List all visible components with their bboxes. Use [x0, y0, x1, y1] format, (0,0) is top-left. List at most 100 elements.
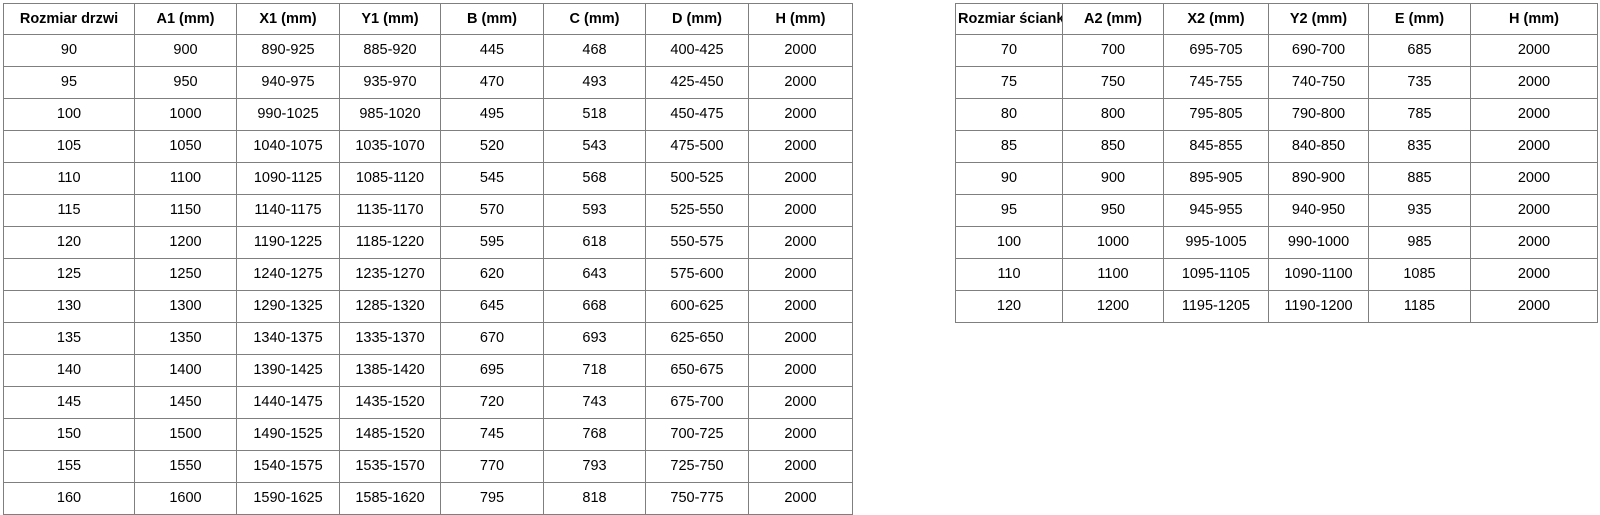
- table-cell: 645: [440, 290, 544, 323]
- table-cell: 990-1000: [1268, 226, 1369, 259]
- table-cell: 990-1025: [236, 98, 340, 131]
- doors-dimensions-table-container: Rozmiar drzwi A1 (mm) X1 (mm) Y1 (mm) B …: [3, 3, 853, 515]
- table-cell: 500-525: [645, 162, 749, 195]
- table-cell: 2000: [1470, 130, 1598, 163]
- table-cell: 550-575: [645, 226, 749, 259]
- table-row: 120 1200 1190-1225 1185-1220 595 618 550-575 20…: [3, 226, 853, 259]
- table-cell: 160: [3, 482, 135, 515]
- table-cell: 618: [543, 226, 646, 259]
- table-cell: 2000: [1470, 258, 1598, 291]
- table-cell: 885-920: [339, 34, 441, 67]
- table-cell: 600-625: [645, 290, 749, 323]
- table-cell: 1600: [134, 482, 237, 515]
- table-cell: 940-950: [1268, 194, 1369, 227]
- table-cell: 900: [134, 34, 237, 67]
- table-cell: 940-975: [236, 66, 340, 99]
- table-cell: 935: [1368, 194, 1471, 227]
- table-cell: 620: [440, 258, 544, 291]
- table-cell: 1435-1520: [339, 386, 441, 419]
- table-cell: 1450: [134, 386, 237, 419]
- table-cell: 95: [3, 66, 135, 99]
- table-cell: 120: [955, 290, 1063, 323]
- table-cell: 840-850: [1268, 130, 1369, 163]
- table-cell: 2000: [748, 290, 853, 323]
- table-cell: 745-755: [1163, 66, 1269, 99]
- doors-dimensions-table: Rozmiar drzwi A1 (mm) X1 (mm) Y1 (mm) B …: [3, 3, 853, 515]
- table-cell: 1240-1275: [236, 258, 340, 291]
- table-cell: 985: [1368, 226, 1471, 259]
- column-header-a2: A2 (mm): [1062, 3, 1164, 35]
- table-cell: 1185-1220: [339, 226, 441, 259]
- table-cell: 718: [543, 354, 646, 387]
- table-cell: 1200: [1062, 290, 1164, 323]
- table-cell: 525-550: [645, 194, 749, 227]
- table-cell: 2000: [748, 226, 853, 259]
- table-cell: 845-855: [1163, 130, 1269, 163]
- table-cell: 890-900: [1268, 162, 1369, 195]
- table-cell: 1340-1375: [236, 322, 340, 355]
- table-cell: 700: [1062, 34, 1164, 67]
- table-cell: 155: [3, 450, 135, 483]
- table-row: 100 1000 995-1005 990-1000 985 2000: [955, 226, 1598, 259]
- table-cell: 2000: [748, 450, 853, 483]
- table-row: 140 1400 1390-1425 1385-1420 695 718 650-675 20…: [3, 354, 853, 387]
- table-cell: 140: [3, 354, 135, 387]
- table-cell: 768: [543, 418, 646, 451]
- table-row: 155 1550 1540-1575 1535-1570 770 793 725-750 20…: [3, 450, 853, 483]
- table-cell: 115: [3, 194, 135, 227]
- walls-dimensions-table: Rozmiar ścianki A2 (mm) X2 (mm) Y2 (mm) …: [955, 3, 1598, 323]
- table-cell: 950: [134, 66, 237, 99]
- column-header-rozmiar-scianki: Rozmiar ścianki: [955, 3, 1063, 35]
- table-cell: 1140-1175: [236, 194, 340, 227]
- table-cell: 1550: [134, 450, 237, 483]
- table-cell: 1585-1620: [339, 482, 441, 515]
- table-cell: 1090-1125: [236, 162, 340, 195]
- table-cell: 475-500: [645, 130, 749, 163]
- table-cell: 1485-1520: [339, 418, 441, 451]
- table-cell: 120: [3, 226, 135, 259]
- table-cell: 1200: [134, 226, 237, 259]
- table-cell: 1135-1170: [339, 194, 441, 227]
- table-cell: 125: [3, 258, 135, 291]
- table-cell: 1195-1205: [1163, 290, 1269, 323]
- table-row: 130 1300 1290-1325 1285-1320 645 668 600-625 20…: [3, 290, 853, 323]
- table-cell: 2000: [1470, 98, 1598, 131]
- table-cell: 470: [440, 66, 544, 99]
- table-cell: 1085-1120: [339, 162, 441, 195]
- table-cell: 2000: [748, 34, 853, 67]
- table-cell: 2000: [1470, 290, 1598, 323]
- table-cell: 720: [440, 386, 544, 419]
- table-cell: 2000: [748, 258, 853, 291]
- table-cell: 1090-1100: [1268, 258, 1369, 291]
- column-header-h: H (mm): [748, 3, 853, 35]
- table-cell: 743: [543, 386, 646, 419]
- table-cell: 1185: [1368, 290, 1471, 323]
- doors-table-body: 90 900 890-925 885-920 445 468 400-425 2000 95 95…: [3, 34, 853, 515]
- table-cell: 1490-1525: [236, 418, 340, 451]
- table-cell: 935-970: [339, 66, 441, 99]
- table-cell: 543: [543, 130, 646, 163]
- table-cell: 2000: [748, 162, 853, 195]
- table-cell: 895-905: [1163, 162, 1269, 195]
- table-cell: 818: [543, 482, 646, 515]
- table-cell: 1285-1320: [339, 290, 441, 323]
- column-header-rozmiar-drzwi: Rozmiar drzwi: [3, 3, 135, 35]
- table-cell: 90: [955, 162, 1063, 195]
- table-cell: 1035-1070: [339, 130, 441, 163]
- table-cell: 1350: [134, 322, 237, 355]
- column-header-d: D (mm): [645, 3, 749, 35]
- table-cell: 685: [1368, 34, 1471, 67]
- table-cell: 545: [440, 162, 544, 195]
- table-cell: 740-750: [1268, 66, 1369, 99]
- table-cell: 100: [3, 98, 135, 131]
- table-row: 95 950 945-955 940-950 935 2000: [955, 194, 1598, 227]
- column-header-b: B (mm): [440, 3, 544, 35]
- table-cell: 1000: [1062, 226, 1164, 259]
- table-cell: 518: [543, 98, 646, 131]
- table-cell: 725-750: [645, 450, 749, 483]
- table-row: 150 1500 1490-1525 1485-1520 745 768 700-725 20…: [3, 418, 853, 451]
- table-cell: 2000: [748, 98, 853, 131]
- table-cell: 668: [543, 290, 646, 323]
- table-cell: 593: [543, 194, 646, 227]
